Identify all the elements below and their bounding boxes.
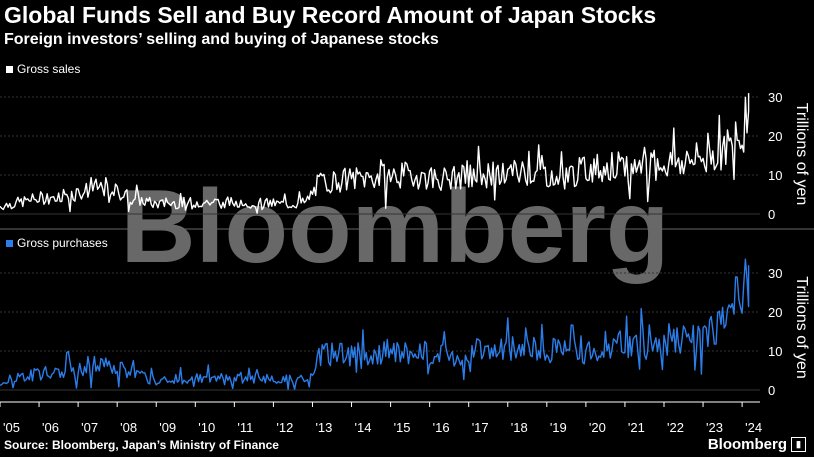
xtick-label-2012: '12 xyxy=(276,420,293,435)
ytick-label-purchases-20: 20 xyxy=(768,305,782,320)
xtick-label-2014: '14 xyxy=(355,420,372,435)
xtick-label-2022: '22 xyxy=(667,420,684,435)
ylabel-sales: Trillions of yen xyxy=(793,103,810,206)
xtick-label-2021: '21 xyxy=(628,420,645,435)
xtick-label-2008: '08 xyxy=(120,420,137,435)
ytick-label-sales-30: 30 xyxy=(768,90,782,105)
ytick-label-sales-10: 10 xyxy=(768,168,782,183)
xtick-label-2006: '06 xyxy=(42,420,59,435)
xtick-label-2009: '09 xyxy=(159,420,176,435)
legend-purchases: Gross purchases xyxy=(6,236,108,250)
legend-label-sales: Gross sales xyxy=(17,62,81,76)
xtick-label-2011: '11 xyxy=(237,420,253,435)
xtick-label-2020: '20 xyxy=(589,420,606,435)
brand-text: Bloomberg xyxy=(707,436,787,453)
xtick-label-2019: '19 xyxy=(550,420,567,435)
xtick-label-2017: '17 xyxy=(472,420,489,435)
xtick-label-2023: '23 xyxy=(706,420,723,435)
xtick-label-2024: '24 xyxy=(745,420,762,435)
ytick-label-sales-20: 20 xyxy=(768,129,782,144)
xtick-label-2010: '10 xyxy=(198,420,215,435)
chart-title: Global Funds Sell and Buy Record Amount … xyxy=(4,2,657,28)
legend-swatch-purchases xyxy=(6,239,13,247)
brand-logo: Bloomberg ▮ xyxy=(708,436,806,453)
chart-icon: ▮ xyxy=(791,437,806,452)
watermark-text: Bloomberg xyxy=(121,169,670,285)
xtick-label-2015: '15 xyxy=(394,420,411,435)
source-note: Source: Bloomberg, Japan’s Ministry of F… xyxy=(4,438,279,452)
series-line-purchases xyxy=(0,258,750,390)
legend-swatch-sales xyxy=(6,65,13,73)
legend-sales: Gross sales xyxy=(6,62,80,76)
chart-subtitle: Foreign investors’ selling and buying of… xyxy=(4,31,439,48)
ytick-label-sales-0: 0 xyxy=(768,207,775,222)
xtick-label-2016: '16 xyxy=(433,420,450,435)
xtick-label-2007: '07 xyxy=(81,420,98,435)
legend-label-purchases: Gross purchases xyxy=(17,236,108,250)
series-line-sales xyxy=(0,93,750,214)
xtick-label-2013: '13 xyxy=(315,420,332,435)
ylabel-purchases: Trillions of yen xyxy=(793,276,810,379)
xtick-label-2005: '05 xyxy=(3,420,20,435)
ytick-label-purchases-10: 10 xyxy=(768,344,782,359)
ytick-label-purchases-0: 0 xyxy=(768,383,775,398)
xtick-label-2018: '18 xyxy=(511,420,528,435)
ytick-label-purchases-30: 30 xyxy=(768,266,782,281)
